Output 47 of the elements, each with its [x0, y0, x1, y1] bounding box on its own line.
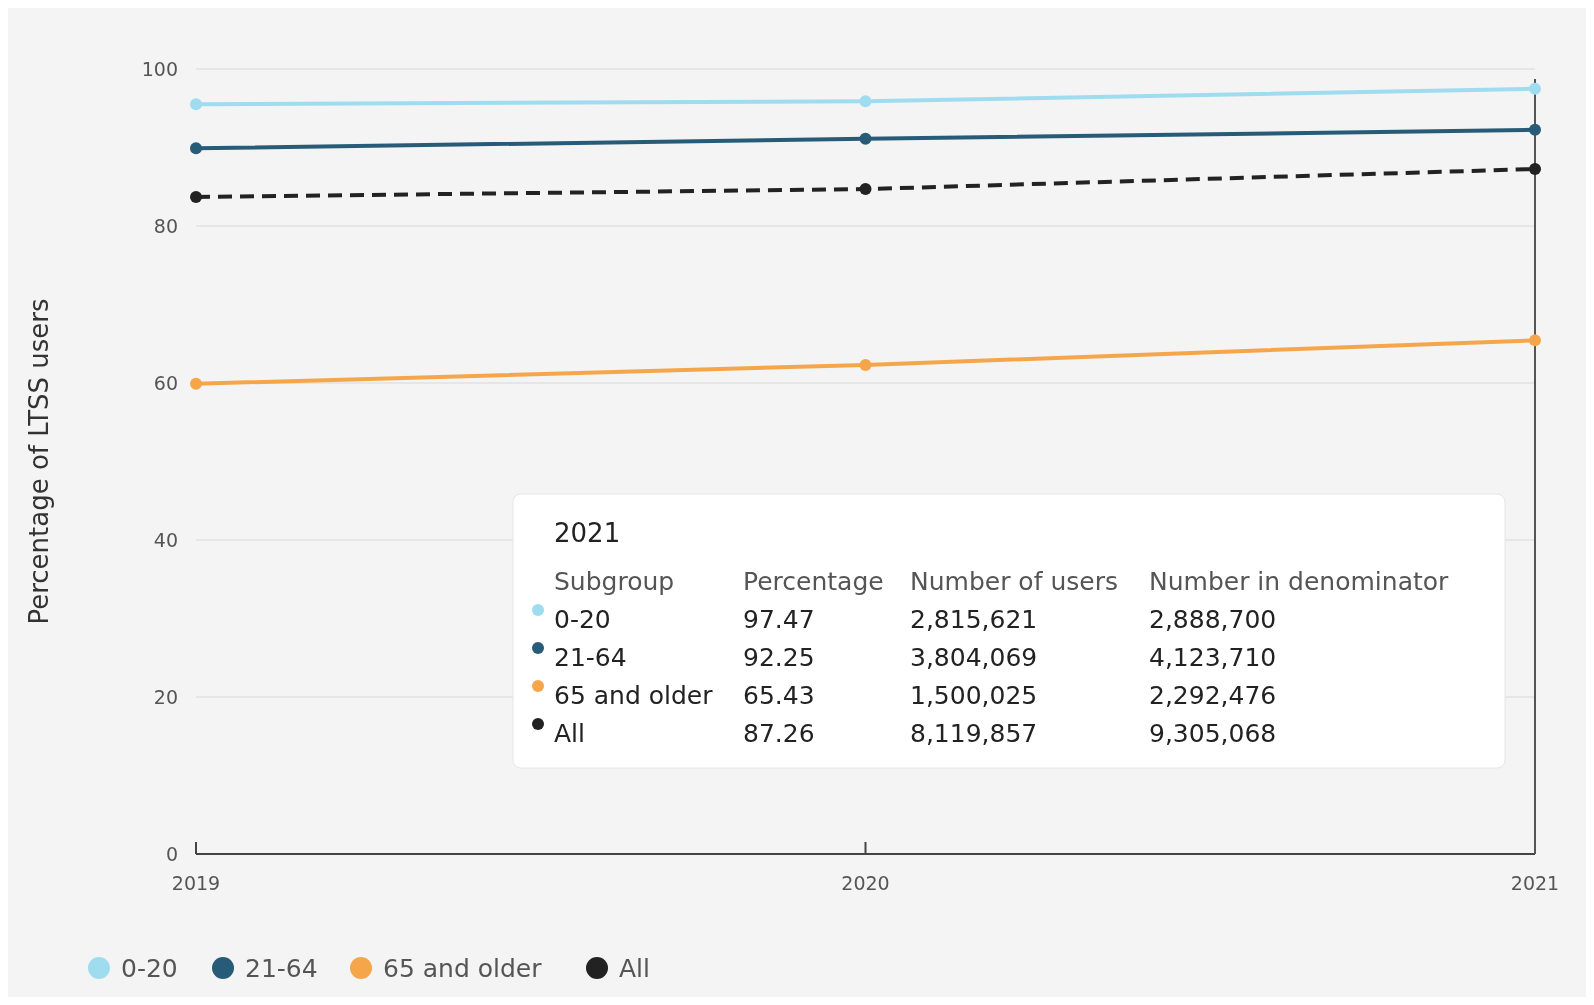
point	[190, 142, 202, 155]
text: 21-64	[245, 953, 318, 983]
annotation: 92.25	[743, 643, 815, 672]
point	[859, 95, 872, 108]
point	[190, 98, 202, 111]
y-tick-label: 0	[165, 842, 178, 865]
annotation: 87.26	[743, 719, 815, 748]
point	[190, 377, 202, 390]
annotation: 2021	[554, 518, 621, 548]
point	[1529, 163, 1541, 176]
annotation: 1,500,025	[910, 681, 1038, 710]
y-tick-label: 80	[153, 214, 178, 237]
y-tick-label: 40	[153, 528, 178, 551]
annotation: Subgroup	[554, 567, 675, 596]
y-tick-label: 100	[141, 57, 178, 80]
annotation: Number in denominator	[1149, 567, 1450, 596]
text: All	[619, 953, 650, 983]
point	[859, 132, 872, 145]
point	[1529, 334, 1541, 347]
point	[1529, 82, 1541, 95]
annotation: 2,815,621	[910, 605, 1038, 634]
legend-label: 21-64	[554, 643, 627, 672]
x-tick-label: 2019	[171, 872, 221, 894]
point	[859, 183, 872, 196]
annotation: 2,888,700	[1149, 605, 1277, 634]
text: 0-20	[121, 953, 178, 983]
legend-label: All	[554, 719, 585, 748]
annotation: 4,123,710	[1149, 643, 1277, 672]
y-tick-label: 20	[153, 685, 178, 708]
legend-label: 65 and older	[554, 681, 714, 710]
point	[190, 190, 202, 203]
x-tick-label: 2021	[1510, 872, 1560, 894]
annotation: 65.43	[743, 681, 815, 710]
point	[859, 358, 872, 371]
annotation: Number of users	[910, 567, 1118, 596]
annotation: 9,305,068	[1149, 719, 1277, 748]
point	[1529, 123, 1541, 136]
annotation: 97.47	[743, 605, 815, 634]
annotation: Percentage	[743, 567, 884, 596]
y-tick-label: 60	[153, 371, 178, 394]
annotation: 8,119,857	[910, 719, 1038, 748]
annotation: 3,804,069	[910, 643, 1038, 672]
annotation: 2,292,476	[1149, 681, 1277, 710]
legend-label: 0-20	[554, 605, 611, 634]
text: 65 and older	[383, 953, 542, 983]
y-axis-title: Percentage of LTSS users	[24, 298, 54, 625]
x-tick-label: 2020	[841, 872, 890, 894]
